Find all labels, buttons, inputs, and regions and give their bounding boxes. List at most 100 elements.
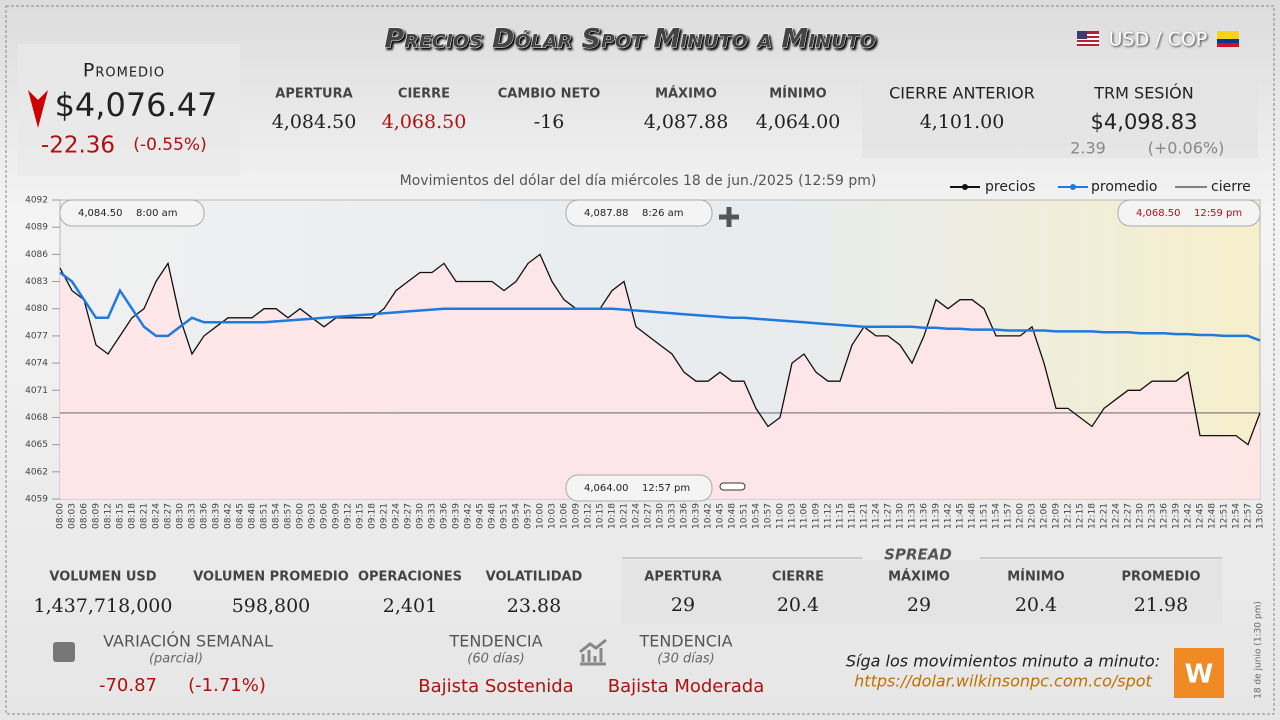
x-tick-label: 11:36 <box>920 503 930 529</box>
spread-value: 20.4 <box>777 594 819 616</box>
x-tick-label: 12:24 <box>1112 503 1122 529</box>
x-tick-label: 11:27 <box>884 503 894 529</box>
annotation-box <box>565 199 713 227</box>
x-tick-label: 10:15 <box>596 503 606 529</box>
x-tick-label: 12:15 <box>1076 503 1086 529</box>
x-tick-label: 12:45 <box>1196 503 1206 529</box>
legend-dot <box>1070 184 1076 190</box>
y-tick-label: 4071 <box>25 386 48 396</box>
legend-label: cierre <box>1211 179 1251 195</box>
prev-change: 2.39 <box>1070 139 1106 158</box>
x-tick-label: 10:51 <box>740 503 750 529</box>
legend-label: precios <box>985 179 1035 195</box>
annotation-value: 4,064.00 <box>584 483 629 494</box>
x-tick-label: 08:45 <box>236 503 246 529</box>
x-tick-label: 09:12 <box>344 503 354 529</box>
us-flag <box>1077 31 1099 46</box>
x-tick-label: 11:03 <box>788 503 798 529</box>
x-tick-label: 10:21 <box>620 503 630 529</box>
x-tick-label: 08:39 <box>212 503 222 529</box>
x-tick-label: 12:33 <box>1148 503 1158 529</box>
x-tick-label: 10:12 <box>584 503 594 529</box>
x-tick-label: 11:33 <box>908 503 918 529</box>
spread-label: APERTURA <box>644 570 721 585</box>
x-tick-label: 12:03 <box>1028 503 1038 529</box>
x-tick-label: 08:48 <box>248 503 258 529</box>
y-tick-label: 4068 <box>25 413 48 423</box>
x-tick-label: 11:57 <box>1004 503 1014 529</box>
x-tick-label: 13:00 <box>1256 503 1266 529</box>
promedio-change-pct: (-0.55%) <box>133 135 206 155</box>
x-tick-label: 12:57 <box>1244 503 1254 529</box>
x-tick-label: 08:00 <box>56 503 66 529</box>
x-tick-label: 12:27 <box>1124 503 1134 529</box>
annotation-time: 8:26 am <box>642 208 684 219</box>
weekly-label: VARIACIÓN SEMANAL <box>103 632 273 651</box>
volume-value: 23.88 <box>507 595 561 617</box>
stat-label: CIERRE <box>398 87 450 102</box>
annotation-time: 8:00 am <box>136 208 178 219</box>
x-tick-label: 08:42 <box>224 503 234 529</box>
x-tick-label: 11:54 <box>992 503 1002 529</box>
x-tick-label: 12:42 <box>1184 503 1194 529</box>
x-tick-label: 08:18 <box>128 503 138 529</box>
x-tick-label: 12:06 <box>1040 503 1050 529</box>
x-tick-label: 09:36 <box>440 503 450 529</box>
spread-label: MÁXIMO <box>888 569 950 585</box>
stat-label: MÍNIMO <box>769 86 826 102</box>
x-tick-label: 10:00 <box>536 503 546 529</box>
series-line <box>59 253 1261 446</box>
x-tick-label: 10:06 <box>560 503 570 529</box>
prev-value: $4,098.83 <box>1091 110 1198 134</box>
x-tick-label: 11:06 <box>800 503 810 529</box>
follow-text: Síga los movimientos minuto a minuto: <box>846 652 1160 671</box>
y-tick-label: 4074 <box>25 359 48 369</box>
trend-note: (60 días) <box>467 652 524 667</box>
x-tick-label: 09:45 <box>476 503 486 529</box>
x-tick-label: 08:03 <box>68 503 78 529</box>
x-tick-label: 12:48 <box>1208 503 1218 529</box>
stat-value: 4,087.88 <box>644 111 729 133</box>
volume-label: VOLUMEN PROMEDIO <box>193 570 349 585</box>
x-tick-label: 10:27 <box>644 503 654 529</box>
volume-label: VOLATILIDAD <box>486 570 583 585</box>
spread-box <box>622 560 1222 624</box>
y-tick-label: 4065 <box>25 440 48 450</box>
x-tick-label: 09:57 <box>524 503 534 529</box>
prev-label: TRM SESIÓN <box>1093 84 1193 103</box>
spread-label: PROMEDIO <box>1121 570 1200 585</box>
annotation-box <box>1117 199 1261 227</box>
x-tick-label: 08:21 <box>140 503 150 529</box>
y-tick-label: 4059 <box>25 495 48 505</box>
x-tick-label: 10:45 <box>716 503 726 529</box>
x-tick-label: 11:42 <box>944 503 954 529</box>
x-tick-label: 09:03 <box>308 503 318 529</box>
stat-value: -16 <box>534 111 565 133</box>
promedio-change: -22.36 <box>41 133 115 159</box>
x-tick-label: 09:00 <box>296 503 306 529</box>
down-arrow <box>28 90 48 128</box>
stat-value: 4,068.50 <box>382 111 467 133</box>
x-tick-label: 11:18 <box>848 503 858 529</box>
x-tick-label: 10:48 <box>728 503 738 529</box>
spread-value: 29 <box>671 594 695 616</box>
x-tick-label: 11:12 <box>824 503 834 529</box>
weekly-change: -70.87 <box>99 675 157 696</box>
logo-mark: W <box>1185 660 1214 690</box>
annotation-box <box>59 199 205 227</box>
currency-pair: USD / COP <box>1109 29 1208 51</box>
x-tick-label: 08:33 <box>188 503 198 529</box>
x-tick-label: 08:51 <box>260 503 270 529</box>
x-tick-label: 11:09 <box>812 503 822 529</box>
x-tick-label: 09:51 <box>500 503 510 529</box>
x-tick-label: 12:21 <box>1100 503 1110 529</box>
volume-value: 2,401 <box>383 595 437 617</box>
prev-value: 4,101.00 <box>920 111 1005 133</box>
cursor-icon <box>719 207 739 227</box>
stat-label: CAMBIO NETO <box>498 87 601 102</box>
trend-note: (30 días) <box>657 652 714 667</box>
logo <box>1174 648 1224 698</box>
x-tick-label: 09:06 <box>320 503 330 529</box>
weekly-note: (parcial) <box>149 652 203 667</box>
